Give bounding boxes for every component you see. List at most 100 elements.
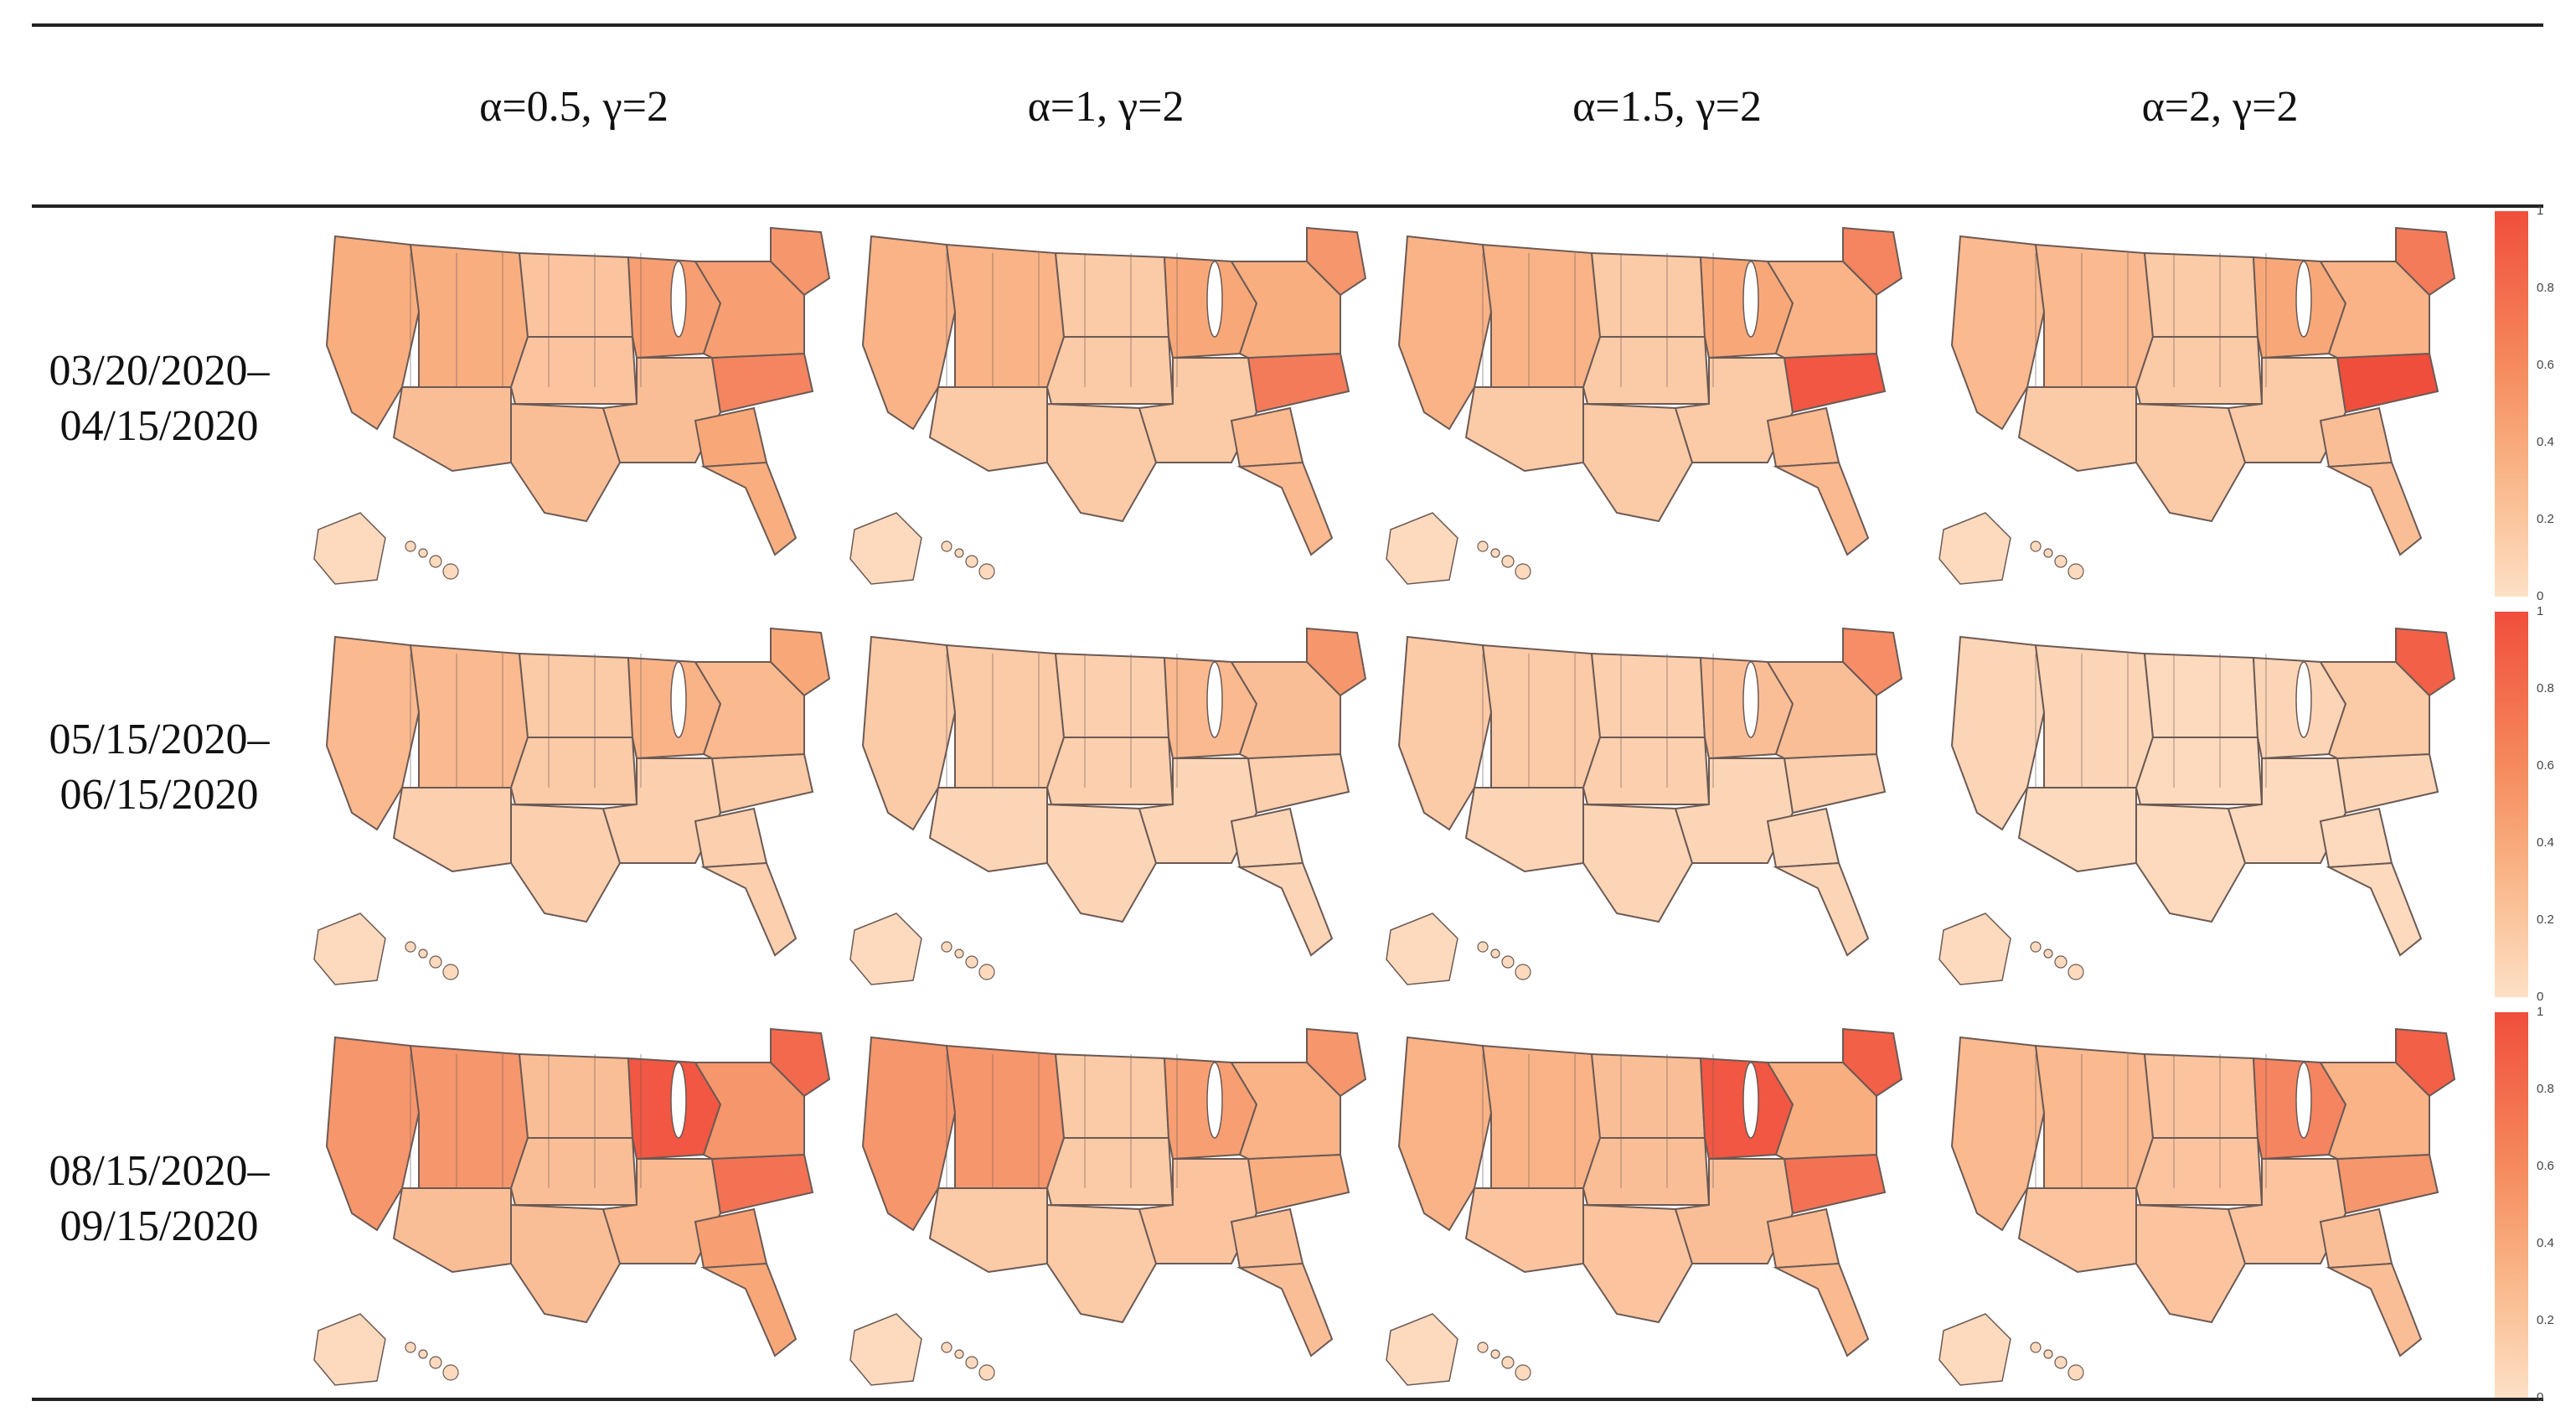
- northern-plains-region: [2143, 652, 2259, 738]
- colorbar-tick: 0: [2537, 990, 2544, 1004]
- southwest-region: [2017, 787, 2137, 873]
- hawaii-island: [2030, 941, 2042, 953]
- central-plains-region: [2135, 1137, 2264, 1206]
- southwest-region: [928, 1187, 1048, 1274]
- row-label-end: 06/15/2020: [59, 771, 259, 819]
- hawaii-island: [442, 1364, 459, 1381]
- southwest-region: [392, 787, 512, 873]
- central-plains-region: [1582, 1137, 1711, 1206]
- hawaii-island: [418, 548, 428, 558]
- hawaii-island: [442, 964, 459, 980]
- us-choropleth-map: [1374, 1012, 1910, 1398]
- hawaii-island: [978, 1364, 995, 1381]
- new-england-region: [1306, 1027, 1367, 1098]
- colorbar-tick: 0.6: [2537, 758, 2554, 773]
- texas-region: [510, 803, 622, 923]
- new-england-region: [1306, 226, 1367, 297]
- alaska: [313, 512, 386, 585]
- colorbar-tick: 0.2: [2537, 913, 2554, 927]
- us-choropleth-map: [302, 211, 838, 597]
- new-england-region: [770, 1027, 831, 1098]
- us-choropleth-map: [1927, 612, 2463, 997]
- texas-region: [1046, 402, 1158, 523]
- hawaii-island: [1515, 563, 1531, 580]
- north-carolina-region: [1783, 1153, 1887, 1215]
- northern-plains-region: [1054, 251, 1170, 338]
- central-plains-region: [2135, 737, 2264, 805]
- hawaii-island: [1515, 964, 1531, 980]
- texas-region: [1046, 803, 1158, 923]
- colorbar-tick: 1: [2537, 1005, 2544, 1019]
- hawaii-island: [1477, 540, 1489, 552]
- mountain-west-region: [2034, 644, 2155, 788]
- lake-michigan: [1206, 1062, 1223, 1139]
- hawaii-island: [429, 955, 442, 969]
- us-choropleth-map: [302, 612, 838, 997]
- hawaii-island: [2054, 955, 2068, 969]
- hawaii-island: [978, 563, 995, 580]
- us-choropleth-map: [838, 1012, 1374, 1398]
- central-plains-region: [1582, 336, 1711, 405]
- lake-michigan: [670, 261, 687, 338]
- hawaii-island: [1490, 1349, 1500, 1359]
- florida-region: [2326, 1262, 2423, 1357]
- north-carolina-region: [1247, 752, 1350, 814]
- mountain-west-region: [409, 644, 529, 788]
- texas-region: [1582, 1203, 1694, 1324]
- alaska: [1386, 1313, 1458, 1386]
- colorbar-gradient: [2495, 1012, 2528, 1398]
- column-header-alpha-1.5: α=1.5, γ=2: [1572, 83, 1762, 131]
- lake-michigan: [2295, 261, 2312, 338]
- row-label-start: 08/15/2020–: [49, 1147, 270, 1195]
- colorbar-row-1: 1 0.8 0.6 0.4 0.2 0: [2495, 204, 2554, 603]
- central-plains-region: [509, 336, 638, 405]
- southwest-region: [1464, 787, 1584, 873]
- hawaii-island: [941, 941, 952, 953]
- central-plains-region: [1045, 336, 1174, 405]
- map-svg: [849, 627, 1367, 985]
- alaska: [1938, 512, 2011, 585]
- central-plains-region: [1045, 1137, 1174, 1206]
- new-england-region: [770, 226, 831, 297]
- hawaii-island: [965, 555, 978, 568]
- northern-plains-region: [2143, 1052, 2259, 1139]
- map-svg: [849, 226, 1367, 585]
- colorbar-gradient: [2495, 211, 2528, 597]
- us-choropleth-map: [838, 612, 1374, 997]
- central-plains-region: [509, 1137, 638, 1206]
- north-carolina-region: [1783, 352, 1887, 414]
- central-plains-region: [509, 737, 638, 805]
- lake-michigan: [1742, 261, 1759, 338]
- map-svg: [1938, 226, 2456, 585]
- us-choropleth-map: [1927, 211, 2463, 597]
- us-choropleth-map: [1374, 211, 1910, 597]
- northern-plains-region: [518, 251, 634, 338]
- north-carolina-region: [1247, 1153, 1350, 1215]
- lake-michigan: [1742, 1062, 1759, 1139]
- florida-region: [700, 1262, 798, 1357]
- us-choropleth-map: [838, 211, 1374, 597]
- hawaii-island: [442, 563, 459, 580]
- colorbar-row-2: 1 0.8 0.6 0.4 0.2 0: [2495, 605, 2554, 1004]
- hawaii-island: [418, 1349, 428, 1359]
- southwest-region: [392, 386, 512, 473]
- hawaii-island: [1490, 548, 1500, 558]
- lake-michigan: [1206, 661, 1223, 738]
- map-svg: [1938, 1027, 2456, 1386]
- north-carolina-region: [1247, 352, 1350, 414]
- hawaii-island: [1501, 555, 1515, 568]
- us-choropleth-map: [1927, 1012, 2463, 1398]
- alaska: [1386, 913, 1458, 985]
- hawaii-island: [1477, 1342, 1489, 1353]
- alaska: [313, 913, 386, 985]
- hawaii-island: [965, 1356, 978, 1369]
- hawaii-island: [405, 1342, 416, 1353]
- hawaii-island: [941, 540, 952, 552]
- hawaii-island: [2068, 1364, 2084, 1381]
- map-svg: [313, 627, 831, 985]
- colorbar-tick: 0.6: [2537, 358, 2554, 372]
- colorbar-tick: 0: [2537, 1390, 2544, 1404]
- mountain-west-region: [945, 243, 1066, 388]
- row-label-period-2: 05/15/2020– 06/15/2020: [34, 712, 285, 823]
- southwest-region: [392, 1187, 512, 1274]
